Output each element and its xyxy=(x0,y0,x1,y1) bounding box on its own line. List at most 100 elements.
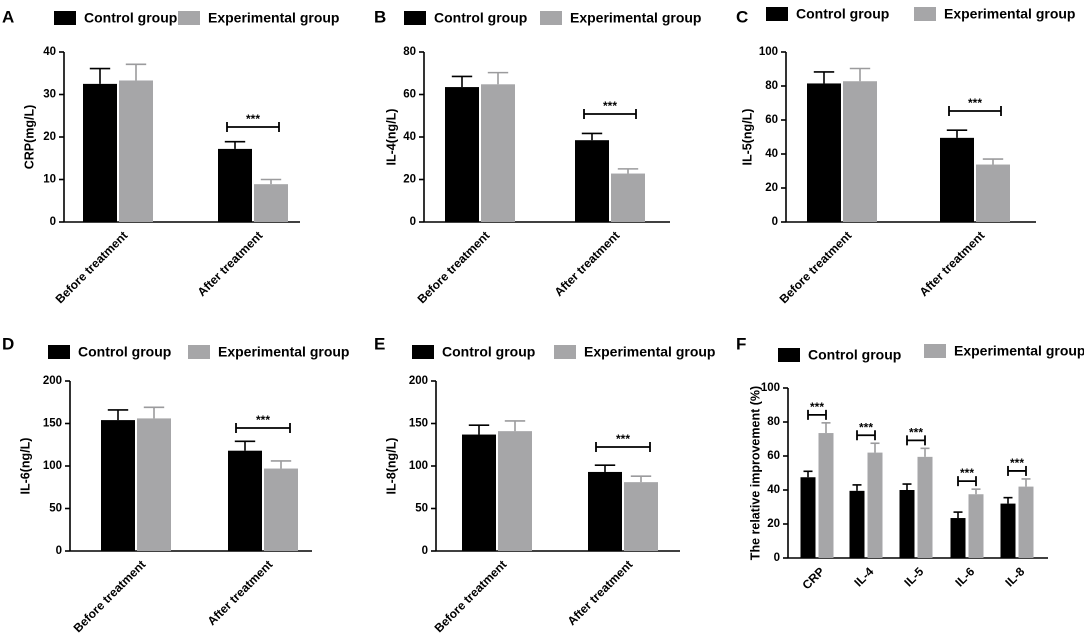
bar-experimental xyxy=(867,452,883,558)
x-category-label: After treatment xyxy=(565,557,636,628)
y-tick-label: 0 xyxy=(410,216,416,228)
legend-swatch-control xyxy=(54,11,76,25)
bar-control xyxy=(228,450,262,551)
legend-label-experimental: Experimental group xyxy=(584,344,715,360)
y-tick-label: 60 xyxy=(765,114,778,126)
y-tick-label: 150 xyxy=(43,418,62,430)
legend-label-experimental: Experimental group xyxy=(954,343,1084,359)
panel-letter: D xyxy=(2,334,14,353)
y-tick-label: 0 xyxy=(50,216,56,228)
panel-a: A Control group Experimental group 0 10 20 30 4… xyxy=(2,7,339,306)
legend-label-control: Control group xyxy=(808,347,901,363)
y-tick-label: 40 xyxy=(765,148,778,160)
bar-experimental xyxy=(481,84,515,222)
x-category-label: IL-4 xyxy=(851,564,876,589)
significance-label: *** xyxy=(810,400,824,414)
x-category-label: Before treatment xyxy=(53,228,131,306)
y-tick-label: 200 xyxy=(409,375,428,387)
legend-swatch-experimental xyxy=(178,11,200,25)
y-tick-label: 100 xyxy=(761,382,780,394)
panel-letter: A xyxy=(2,7,14,26)
legend-label-control: Control group xyxy=(434,10,527,26)
y-tick-label: 60 xyxy=(403,89,416,101)
bar-control xyxy=(445,87,479,222)
x-category-label: After treatment xyxy=(552,228,623,299)
bar-control xyxy=(849,490,865,558)
panel-b: B Control group Experimental group 0 20 40 60 8… xyxy=(374,7,701,306)
legend-swatch-control xyxy=(412,345,434,359)
x-category-label: Before treatment xyxy=(432,557,510,635)
legend-swatch-experimental xyxy=(924,344,946,358)
significance-label: *** xyxy=(603,99,617,113)
bar-experimental xyxy=(976,164,1010,222)
bar-control xyxy=(101,420,135,551)
x-category-label: CRP xyxy=(800,564,828,592)
y-axis-title: CRP(mg/L) xyxy=(22,105,36,170)
y-tick-label: 0 xyxy=(772,216,778,228)
y-tick-label: 100 xyxy=(759,46,778,58)
legend-label-experimental: Experimental group xyxy=(944,6,1075,22)
significance-label: *** xyxy=(256,413,270,427)
panel-d: D Control group Experimental group 0 50 100 15… xyxy=(2,334,349,635)
legend-swatch-experimental xyxy=(914,7,936,21)
legend-label-control: Control group xyxy=(78,344,171,360)
y-tick-label: 0 xyxy=(56,545,62,557)
bar-experimental xyxy=(254,184,288,222)
significance-label: *** xyxy=(246,112,260,126)
y-tick-label: 150 xyxy=(409,418,428,430)
y-tick-label: 20 xyxy=(767,518,780,530)
bar-experimental xyxy=(119,80,153,222)
x-category-label: After treatment xyxy=(917,228,988,299)
panel-letter: C xyxy=(736,7,748,26)
bar-control xyxy=(83,83,117,222)
bar-experimental xyxy=(1018,486,1034,558)
panel-c: C Control group Experimental group 0 20 40 60 8… xyxy=(736,6,1075,307)
y-tick-label: 0 xyxy=(774,552,780,564)
bar-control xyxy=(575,140,609,222)
legend-swatch-experimental xyxy=(554,345,576,359)
legend-swatch-experimental xyxy=(188,345,210,359)
x-category-label: Before treatment xyxy=(415,228,493,306)
significance-label: *** xyxy=(960,466,974,480)
x-category-label: Before treatment xyxy=(777,228,855,306)
legend-label-experimental: Experimental group xyxy=(218,344,349,360)
y-tick-label: 100 xyxy=(409,460,428,472)
bar-experimental xyxy=(843,81,877,223)
legend-label-experimental: Experimental group xyxy=(208,10,339,26)
y-tick-label: 10 xyxy=(43,174,56,186)
y-tick-label: 50 xyxy=(49,503,62,515)
bar-experimental xyxy=(264,468,298,551)
y-axis-title: The relative improvement (%) xyxy=(748,386,762,560)
bar-experimental xyxy=(917,456,933,558)
y-tick-label: 20 xyxy=(43,131,56,143)
bar-experimental xyxy=(624,482,658,551)
bar-control xyxy=(940,137,974,222)
y-tick-label: 20 xyxy=(765,182,778,194)
significance-label: *** xyxy=(859,420,873,434)
legend-swatch-control xyxy=(766,7,788,21)
panel-letter: B xyxy=(374,7,386,26)
bar-experimental xyxy=(137,418,171,551)
legend-swatch-control xyxy=(404,11,426,25)
significance-label: *** xyxy=(1010,456,1024,470)
bar-experimental xyxy=(818,433,834,558)
bar-experimental xyxy=(498,431,532,551)
legend-swatch-experimental xyxy=(540,11,562,25)
x-category-label: IL-6 xyxy=(952,564,977,589)
y-tick-label: 200 xyxy=(43,375,62,387)
legend-swatch-control xyxy=(48,345,70,359)
x-category-label: Before treatment xyxy=(71,557,149,635)
panel-letter: E xyxy=(374,334,385,353)
bar-control xyxy=(800,477,816,558)
bar-control xyxy=(1000,503,1016,558)
y-axis-title: IL-8(ng/L) xyxy=(384,438,398,495)
y-tick-label: 40 xyxy=(403,131,416,143)
y-tick-label: 30 xyxy=(43,89,56,101)
bar-control xyxy=(899,490,915,558)
y-tick-label: 80 xyxy=(767,416,780,428)
legend-label-control: Control group xyxy=(442,344,535,360)
y-tick-label: 0 xyxy=(422,545,428,557)
y-tick-label: 50 xyxy=(415,503,428,515)
y-tick-label: 40 xyxy=(43,46,56,58)
x-category-label: After treatment xyxy=(195,228,266,299)
